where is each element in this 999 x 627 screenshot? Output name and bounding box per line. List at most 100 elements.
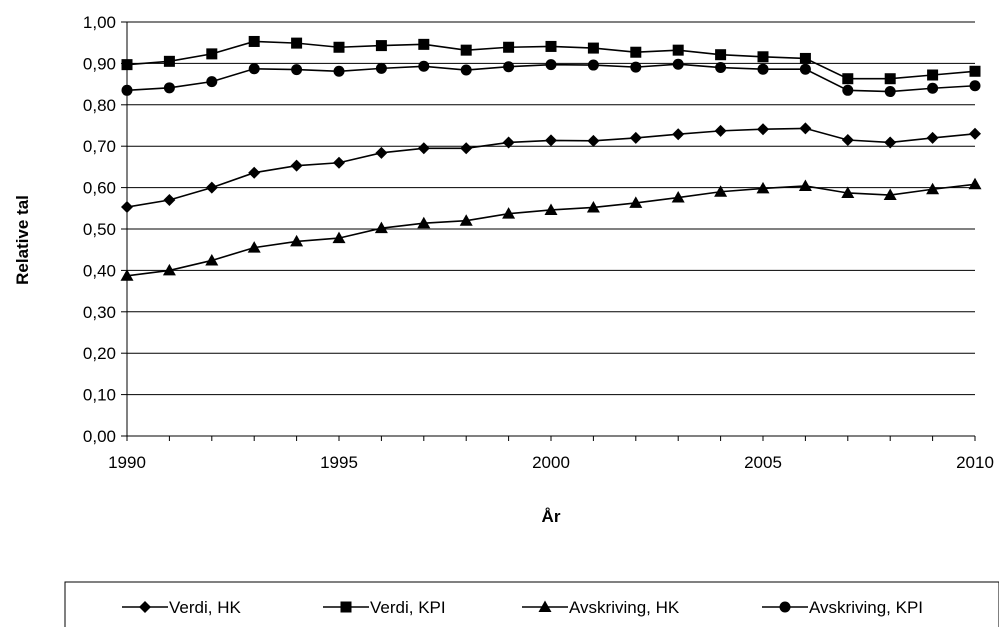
data-point <box>248 35 260 47</box>
legend-marker <box>538 600 552 612</box>
data-point <box>715 49 727 61</box>
data-point <box>121 84 133 96</box>
x-tick-label: 1990 <box>108 453 146 472</box>
data-point <box>672 128 685 141</box>
legend-item: Verdi, HK <box>122 598 241 617</box>
data-point <box>884 73 896 85</box>
data-point <box>842 73 854 85</box>
data-point <box>671 191 685 203</box>
series-verdi-kpi <box>121 35 981 85</box>
legend-item: Avskriving, KPI <box>762 598 923 617</box>
legend-label: Avskriving, KPI <box>809 598 923 617</box>
data-point <box>969 127 981 140</box>
data-point <box>460 44 472 56</box>
data-point <box>375 62 387 74</box>
legend-marker <box>139 601 151 613</box>
data-point <box>799 52 811 64</box>
data-point <box>120 269 134 281</box>
data-point <box>969 65 981 77</box>
x-tick-label: 2005 <box>744 453 782 472</box>
data-point <box>417 216 431 229</box>
legend-label: Avskriving, HK <box>569 598 680 617</box>
data-point <box>926 182 940 195</box>
data-point <box>630 46 642 58</box>
data-point <box>841 186 855 198</box>
data-point <box>672 58 684 70</box>
data-point <box>374 221 388 234</box>
y-tick-label: 0,40 <box>83 261 116 280</box>
legend-item: Verdi, KPI <box>323 598 446 617</box>
x-tick-labels: 1990 1995 2000 2005 2010 <box>108 436 994 472</box>
data-point <box>544 203 558 215</box>
x-tick-label: 2000 <box>532 453 570 472</box>
data-point <box>291 64 303 76</box>
data-point <box>884 136 897 149</box>
y-axis-title: Relative tal <box>13 195 32 285</box>
legend-items: Verdi, HK Verdi, KPI Avskriving, HK Avskriv… <box>122 598 923 617</box>
legend-item: Avskriving, HK <box>522 598 680 617</box>
data-point <box>672 44 684 56</box>
data-point <box>248 166 261 179</box>
data-point <box>502 207 516 219</box>
data-point <box>842 84 854 96</box>
y-tick-labels: 0,00 0,10 0,20 0,30 0,40 0,50 0,60 0,70 0,80 0,90… <box>83 13 127 446</box>
data-point <box>927 69 939 81</box>
data-point <box>884 86 896 98</box>
data-point <box>587 134 600 147</box>
data-point <box>460 64 472 76</box>
data-point <box>503 41 515 53</box>
data-point <box>715 62 727 74</box>
data-point <box>163 194 176 207</box>
legend-marker <box>779 601 791 613</box>
y-tick-label: 0,30 <box>83 303 116 322</box>
data-point <box>291 37 303 49</box>
data-point <box>247 241 261 253</box>
legend-label: Verdi, HK <box>169 598 241 617</box>
data-point <box>587 42 599 54</box>
data-point <box>969 80 981 92</box>
data-point <box>545 134 557 147</box>
data-point <box>503 61 515 73</box>
data-point <box>206 48 218 60</box>
data-point <box>121 201 133 214</box>
data-point <box>333 65 345 77</box>
legend: Verdi, HK Verdi, KPI Avskriving, HK Avskriv… <box>64 581 999 627</box>
data-point <box>417 142 430 155</box>
data-point <box>714 185 728 197</box>
data-point <box>798 179 812 191</box>
legend-marker <box>340 601 352 613</box>
x-tick-label: 2010 <box>956 453 994 472</box>
y-tick-label: 0,50 <box>83 220 116 239</box>
data-point <box>756 181 770 194</box>
data-point <box>333 41 345 53</box>
data-point <box>587 59 599 71</box>
x-tick-label: 1995 <box>320 453 358 472</box>
data-point <box>290 159 303 172</box>
data-point <box>630 61 642 73</box>
data-point <box>757 123 769 136</box>
data-point <box>418 60 430 72</box>
data-point <box>206 76 218 88</box>
data-point <box>757 51 769 63</box>
legend-box <box>64 581 999 627</box>
series-avskriving-hk <box>120 177 982 281</box>
data-point <box>205 181 218 194</box>
data-point <box>799 122 812 135</box>
data-point <box>248 63 260 75</box>
data-point <box>418 38 430 50</box>
y-tick-label: 0,10 <box>83 386 116 405</box>
data-point <box>375 146 388 159</box>
data-point <box>333 156 345 169</box>
data-point <box>163 82 175 94</box>
data-point <box>163 55 175 67</box>
y-tick-label: 0,00 <box>83 427 116 446</box>
data-point <box>714 124 727 137</box>
data-point <box>586 200 600 213</box>
series-verdi-hk <box>121 122 981 214</box>
y-tick-label: 0,60 <box>83 179 116 198</box>
data-point <box>545 59 557 71</box>
data-point <box>121 59 133 71</box>
data-point <box>375 40 387 52</box>
